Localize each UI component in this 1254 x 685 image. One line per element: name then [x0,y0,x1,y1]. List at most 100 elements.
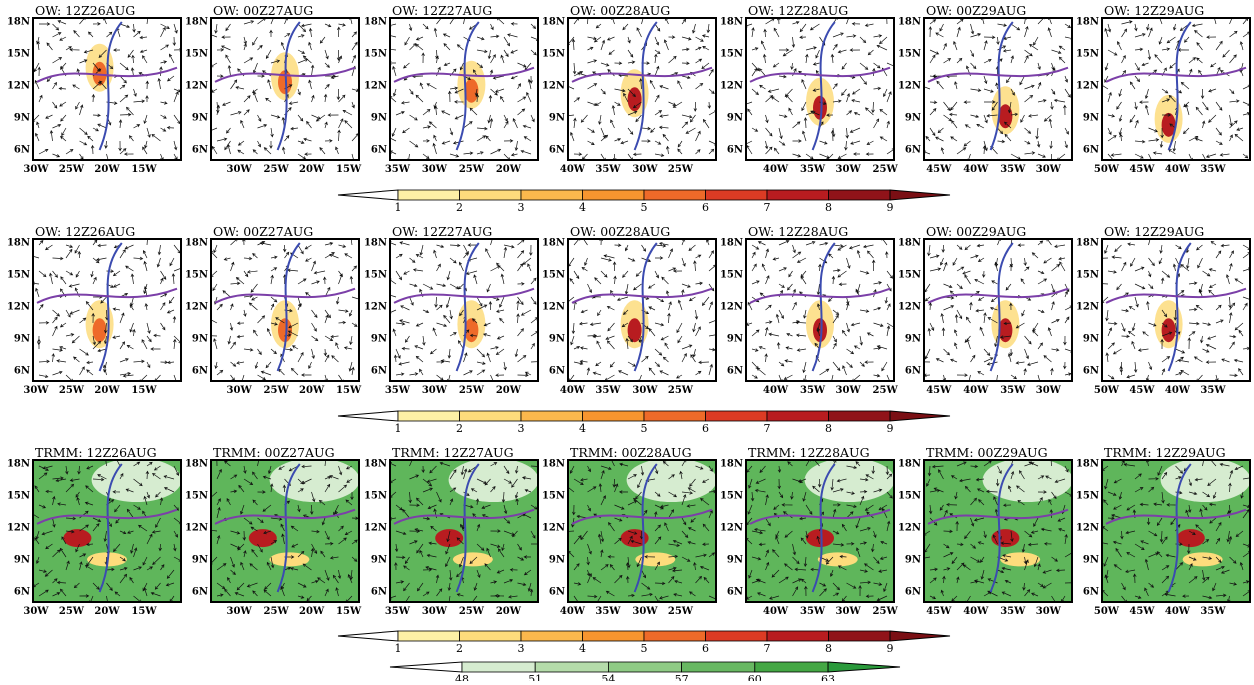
panel-title: OW: 12Z28AUG [748,3,848,18]
y-tick-label: 18N [720,238,743,249]
y-tick-label: 9N [192,555,208,566]
rain-core [806,529,834,548]
x-tick-label: 40W [763,606,789,617]
ridge-axis [571,508,713,525]
ridge-axis [749,287,891,304]
panel-title: OW: 00Z29AUG [926,3,1026,18]
x-tick-label: 20W [496,385,522,396]
x-tick-label: 15W [131,606,157,617]
colorbar-label: 9 [887,422,894,435]
panel-frame [1101,17,1251,161]
colorbar-label: 2 [456,642,463,655]
colorbar-segment [828,630,891,642]
x-tick-label: 35W [800,385,826,396]
panel-title: TRMM: 12Z26AUG [35,445,157,460]
colorbar-label: 2 [456,422,463,435]
y-tick-label: 6N [371,587,387,598]
colorbar-segment [397,630,460,642]
y-tick-label: 18N [720,459,743,470]
x-tick-label: 45W [926,164,952,175]
x-tick-label: 40W [963,164,989,175]
rain-core [248,529,277,548]
x-tick-label: 30W [1036,164,1062,175]
panel-frame [389,459,539,603]
x-tick-label: 40W [763,164,789,175]
x-tick-label: 25W [59,164,85,175]
light-area [269,460,359,502]
trough-axis [98,21,123,151]
ridge-axis [927,287,1069,304]
x-tick-label: 35W [595,385,621,396]
panel-title: TRMM: 12Z28AUG [748,445,870,460]
wind-vectors [1102,460,1250,602]
map-panel [211,18,359,160]
colorbar-label: 3 [518,642,525,655]
wind-vectors [746,460,893,602]
y-tick-label: 15N [364,270,387,281]
panel-frame [1101,459,1251,603]
x-tick-label: 30W [422,606,448,617]
trough-axis [98,242,123,372]
y-tick-label: 9N [371,334,387,345]
trough-axis [98,463,123,593]
y-tick-label: 12N [7,302,30,313]
x-tick-label: 35W [1200,164,1226,175]
wind-vectors [924,239,1072,381]
y-tick-label: 15N [1076,270,1099,281]
panel-frame [1101,238,1251,382]
colorbar-segment [705,630,768,642]
y-tick-label: 12N [7,523,30,534]
x-tick-label: 25W [264,164,290,175]
x-tick-label: 20W [496,164,522,175]
x-tick-label: 20W [94,164,120,175]
colorbar-label: 4 [579,201,586,214]
light-area [626,460,716,502]
wind-vectors [390,460,538,602]
y-tick-label: 12N [542,523,565,534]
ridge-axis [393,66,535,83]
y-tick-label: 6N [192,145,208,156]
ow-core [998,104,1013,129]
panel-title: OW: 00Z29AUG [926,224,1026,239]
x-tick-label: 25W [873,385,899,396]
map-panel [746,239,894,381]
y-tick-label: 6N [727,587,743,598]
x-tick-label: 30W [227,385,253,396]
colorbar-segment [643,410,706,422]
x-tick-label: 30W [227,164,253,175]
y-tick-label: 18N [720,17,743,28]
y-tick-label: 12N [542,81,565,92]
ow-core [627,318,642,343]
x-tick-label: 30W [1036,385,1062,396]
ridge-axis [749,508,891,525]
x-tick-label: 15W [131,164,157,175]
colorbar-label: 8 [825,201,832,214]
y-tick-label: 12N [7,81,30,92]
light-area [982,460,1072,502]
y-tick-label: 9N [727,334,743,345]
x-tick-label: 40W [963,385,989,396]
y-tick-label: 9N [192,334,208,345]
y-tick-label: 18N [185,17,208,28]
y-tick-label: 18N [364,459,387,470]
ridge-axis [36,66,178,83]
colorbar-label: 3 [518,201,525,214]
x-tick-label: 50W [1094,385,1120,396]
trough-axis [455,242,480,372]
ridge-axis [214,508,356,525]
y-tick-label: 18N [898,238,921,249]
x-tick-label: 20W [496,606,522,617]
colorbar-segment [608,661,683,673]
colorbar-segment [705,410,768,422]
rain-light [635,552,676,567]
ridge-axis [36,287,178,304]
x-tick-label: 35W [1200,606,1226,617]
panel-frame [567,459,717,603]
map-panel [390,18,538,160]
x-tick-label: 40W [560,164,586,175]
x-tick-label: 25W [668,606,694,617]
panel-frame [389,238,539,382]
y-tick-label: 9N [1083,555,1099,566]
panel-title: OW: 00Z27AUG [213,224,313,239]
ridge-axis [571,66,713,83]
